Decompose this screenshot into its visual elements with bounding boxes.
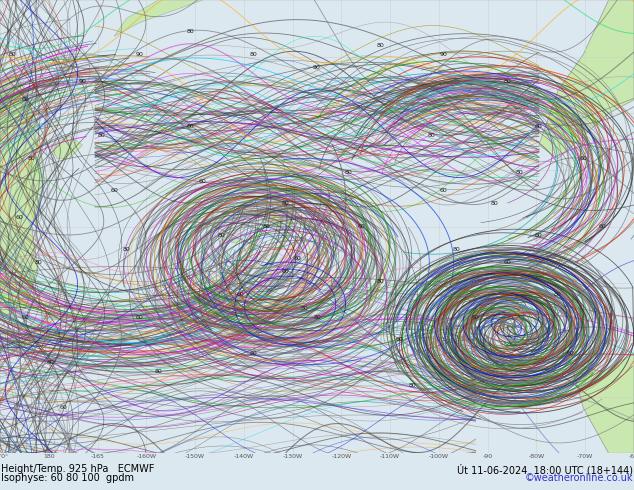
Circle shape [265, 212, 280, 223]
Text: 60: 60 [396, 338, 403, 343]
Text: 80: 80 [408, 383, 416, 388]
Text: 80: 80 [377, 278, 384, 284]
Text: -170°: -170° [0, 454, 9, 459]
Circle shape [231, 238, 238, 243]
Text: -60: -60 [629, 454, 634, 459]
Text: 60: 60 [503, 260, 511, 266]
Text: 60: 60 [440, 188, 448, 193]
Text: 90: 90 [440, 52, 448, 57]
Text: 60: 60 [136, 315, 143, 320]
Text: ©weatheronline.co.uk: ©weatheronline.co.uk [524, 473, 633, 483]
Text: -100W: -100W [429, 454, 449, 459]
Text: -120W: -120W [332, 454, 351, 459]
Text: -80W: -80W [528, 454, 545, 459]
Text: 80: 80 [123, 247, 131, 252]
Text: Height/Temp. 925 hPa   ECMWF: Height/Temp. 925 hPa ECMWF [1, 464, 155, 473]
Text: 80: 80 [427, 133, 435, 139]
Text: 80: 80 [98, 133, 105, 139]
Text: 60: 60 [294, 256, 302, 261]
Text: 80: 80 [250, 351, 257, 356]
Text: 60: 60 [199, 179, 207, 184]
Text: 80: 80 [554, 292, 562, 297]
Polygon shape [114, 0, 203, 36]
Text: 80: 80 [301, 306, 308, 311]
Text: 80: 80 [262, 224, 270, 229]
Text: 60: 60 [358, 224, 365, 229]
Text: 80: 80 [250, 52, 257, 57]
Text: 60: 60 [237, 292, 245, 297]
Text: 80: 80 [155, 369, 162, 374]
Text: 180: 180 [43, 454, 55, 459]
Text: 60: 60 [22, 97, 29, 102]
Text: -140W: -140W [234, 454, 254, 459]
Text: 80: 80 [516, 170, 524, 175]
Text: 80: 80 [186, 124, 194, 129]
Text: -130W: -130W [283, 454, 302, 459]
Text: 80: 80 [313, 315, 321, 320]
Text: -150W: -150W [185, 454, 205, 459]
Text: 80: 80 [579, 156, 587, 161]
Text: 90: 90 [136, 52, 143, 57]
Text: -90: -90 [482, 454, 493, 459]
Text: 80: 80 [218, 233, 226, 238]
Text: 80: 80 [503, 79, 511, 84]
Text: -110W: -110W [380, 454, 400, 459]
Circle shape [274, 223, 284, 230]
Text: 90: 90 [79, 79, 86, 84]
Text: 80: 80 [345, 170, 353, 175]
Text: 60: 60 [598, 224, 606, 229]
Text: -165: -165 [91, 454, 105, 459]
Polygon shape [539, 0, 634, 159]
Text: 80: 80 [34, 260, 42, 266]
Polygon shape [571, 354, 634, 453]
Text: 80: 80 [9, 52, 16, 57]
Text: 60: 60 [281, 270, 289, 274]
Text: -70W: -70W [577, 454, 593, 459]
Polygon shape [0, 68, 44, 318]
Text: 60: 60 [567, 351, 574, 356]
Polygon shape [51, 136, 82, 159]
Text: 60: 60 [535, 233, 543, 238]
Text: 80: 80 [491, 201, 498, 206]
Text: 60: 60 [110, 188, 118, 193]
Text: 80: 80 [377, 43, 384, 48]
Text: 60: 60 [60, 405, 67, 411]
Text: 60: 60 [535, 124, 543, 129]
Text: Út 11-06-2024  18:00 UTC (18+144): Út 11-06-2024 18:00 UTC (18+144) [456, 464, 633, 475]
Text: 80: 80 [186, 29, 194, 34]
Text: 90: 90 [313, 66, 321, 71]
Text: 80: 80 [453, 247, 460, 252]
Text: -160W: -160W [136, 454, 157, 459]
Text: 60: 60 [22, 315, 29, 320]
Text: 80: 80 [28, 156, 36, 161]
Text: 80: 80 [47, 360, 55, 365]
Text: 60: 60 [472, 315, 479, 320]
Text: 80: 80 [281, 201, 289, 206]
Text: Isophyse: 60 80 100  gpdm: Isophyse: 60 80 100 gpdm [1, 473, 134, 483]
Text: 60: 60 [15, 215, 23, 220]
